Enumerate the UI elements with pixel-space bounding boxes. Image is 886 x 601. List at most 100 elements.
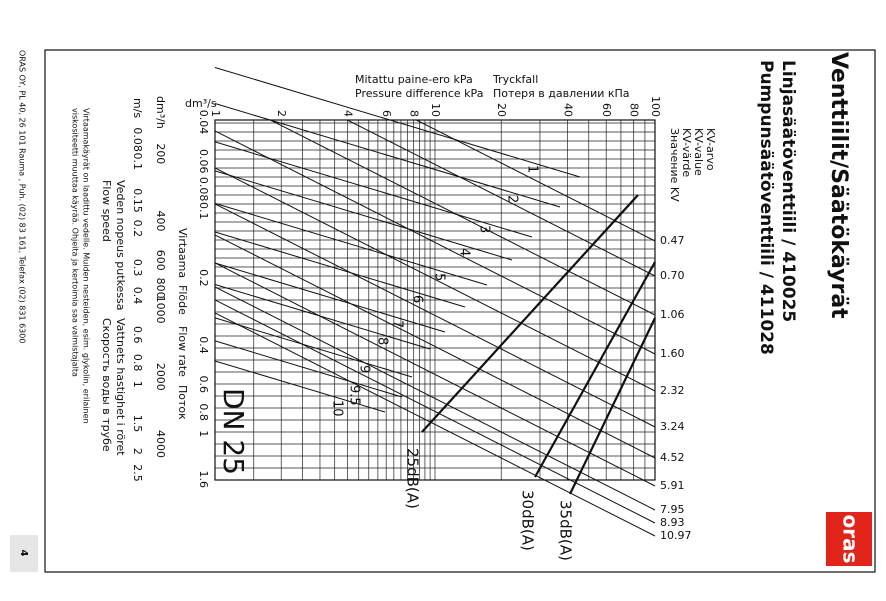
setting-label: 9.5 [347, 385, 362, 406]
note: Virtaamakäyrät on laadittu vedelle. Muid… [82, 108, 91, 424]
axis-label: Flöde [176, 285, 189, 315]
page-number-box [10, 535, 38, 572]
axis-label: Потеря в давлении кПа [493, 87, 630, 100]
kv-line [214, 312, 656, 537]
page-frame [44, 49, 876, 573]
setting-label: 3 [477, 225, 492, 233]
pressure-tick: 40 [561, 103, 574, 117]
setting-label: 7 [390, 320, 405, 328]
axis-label: Pressure difference kPa [355, 87, 483, 100]
pressure-tick: 60 [600, 103, 613, 117]
speed-tick: 1.5 [131, 415, 144, 433]
kv-value: 8.93 [660, 516, 685, 529]
page-number: 4 [18, 550, 29, 557]
pressure-tick: 2 [275, 110, 288, 117]
flow-h-tick: 4000 [154, 430, 167, 458]
setting-label: 2 [505, 195, 520, 203]
setting-line [214, 231, 466, 308]
footer: ORAS OY, PL 40, 26 101 Rauma , Puh. (02)… [18, 50, 27, 343]
pressure-tick: 4 [341, 110, 354, 117]
pressure-tick: 20 [495, 103, 508, 117]
noise-label: 30dB(A) [519, 490, 537, 551]
flow-h-tick: 600 [154, 250, 167, 271]
speed-tick: 0.3 [131, 259, 144, 277]
grid [214, 119, 656, 481]
pressure-tick: 80 [628, 103, 641, 117]
kv-line [214, 130, 656, 355]
axis-label: Скорость воды в трубе [100, 318, 113, 452]
speed-tick: 0.15 [131, 188, 144, 213]
pressure-tick: 100 [649, 96, 662, 117]
flow-tick: 0.8 [197, 403, 210, 421]
title: Venttiilit/Säätökäyrät [826, 52, 851, 319]
speed-tick: 0.4 [131, 287, 144, 305]
flow-tick: 1 [197, 430, 210, 437]
noise-line [421, 194, 639, 433]
speed-tick: 1 [131, 381, 144, 388]
axis-label: Поток [176, 385, 189, 420]
setting-line [214, 262, 446, 333]
kv-line [214, 234, 656, 459]
kv-value: 2.32 [660, 384, 685, 397]
flow-tick: 0.4 [197, 336, 210, 354]
kv-heading: Значение KV [668, 128, 681, 202]
kv-value: 1.06 [660, 308, 685, 321]
pressure-tick: 8 [408, 110, 421, 117]
kv-value: 10.97 [660, 529, 692, 542]
curves [214, 67, 656, 537]
setting-label: 9 [357, 365, 372, 373]
setting-line [214, 317, 413, 378]
setting-line [214, 340, 403, 398]
setting-line [214, 67, 581, 178]
speed-tick: 0.6 [131, 326, 144, 344]
logo [826, 512, 872, 566]
speed-tick: 0.08 [131, 127, 144, 152]
speed-tick: 0.8 [131, 354, 144, 372]
kv-line [347, 119, 656, 277]
setting-line [214, 202, 488, 286]
kv-line [214, 262, 656, 487]
axis-label: Virtaama [176, 228, 189, 278]
flow-tick: 0.2 [197, 269, 210, 287]
flow-h-tick: 400 [154, 210, 167, 231]
flow-h-tick: 2000 [154, 363, 167, 391]
kv-line [214, 286, 656, 511]
kv-line [214, 203, 656, 428]
noise-label: 25dB(A) [404, 448, 422, 509]
axis-label: Veden nopeus putkessa [114, 180, 127, 311]
kv-value: 0.70 [660, 269, 685, 282]
pressure-tick: 10 [429, 103, 442, 117]
setting-label: 5 [432, 273, 447, 281]
flow-h-tick: 1000 [154, 296, 167, 324]
setting-label: 6 [410, 295, 425, 303]
speed-tick: 0.1 [131, 153, 144, 171]
size-label: DN 25 [217, 388, 250, 475]
logo-text: oras [839, 514, 863, 563]
speed-tick: 2.5 [131, 464, 144, 482]
setting-line [214, 170, 513, 261]
unit-label: dm³/h [154, 96, 167, 129]
setting-label: 1 [525, 165, 540, 173]
setting-line [214, 103, 561, 208]
flow-tick: 1.6 [197, 471, 210, 489]
setting-label: 8 [375, 337, 390, 345]
kv-line [270, 119, 656, 316]
note: viskositeetti muuttaa käyrää. Ohjeita ja… [71, 108, 80, 377]
flow-tick: 0.08 [197, 177, 210, 202]
subtitle: Linjasäätöventtiili / 410025 [778, 60, 798, 322]
axis-label: Flow speed [100, 180, 113, 242]
kv-value: 4.52 [660, 451, 685, 464]
setting-label: 10 [330, 400, 345, 417]
axis-label: Mitattu paine-ero kPa [355, 73, 473, 86]
flow-tick: 0.04 [197, 110, 210, 135]
unit-label: dm³/s [185, 97, 217, 110]
kv-value: 0.47 [660, 234, 685, 247]
axis-label: Flow rate [176, 326, 189, 377]
axis-label: Vattnets hastighet i röret [114, 318, 127, 456]
kv-value: 1.60 [660, 347, 685, 360]
setting-line [214, 360, 386, 413]
flow-tick: 0.6 [197, 376, 210, 394]
speed-tick: 0.2 [131, 220, 144, 238]
pressure-tick: 1 [209, 110, 222, 117]
